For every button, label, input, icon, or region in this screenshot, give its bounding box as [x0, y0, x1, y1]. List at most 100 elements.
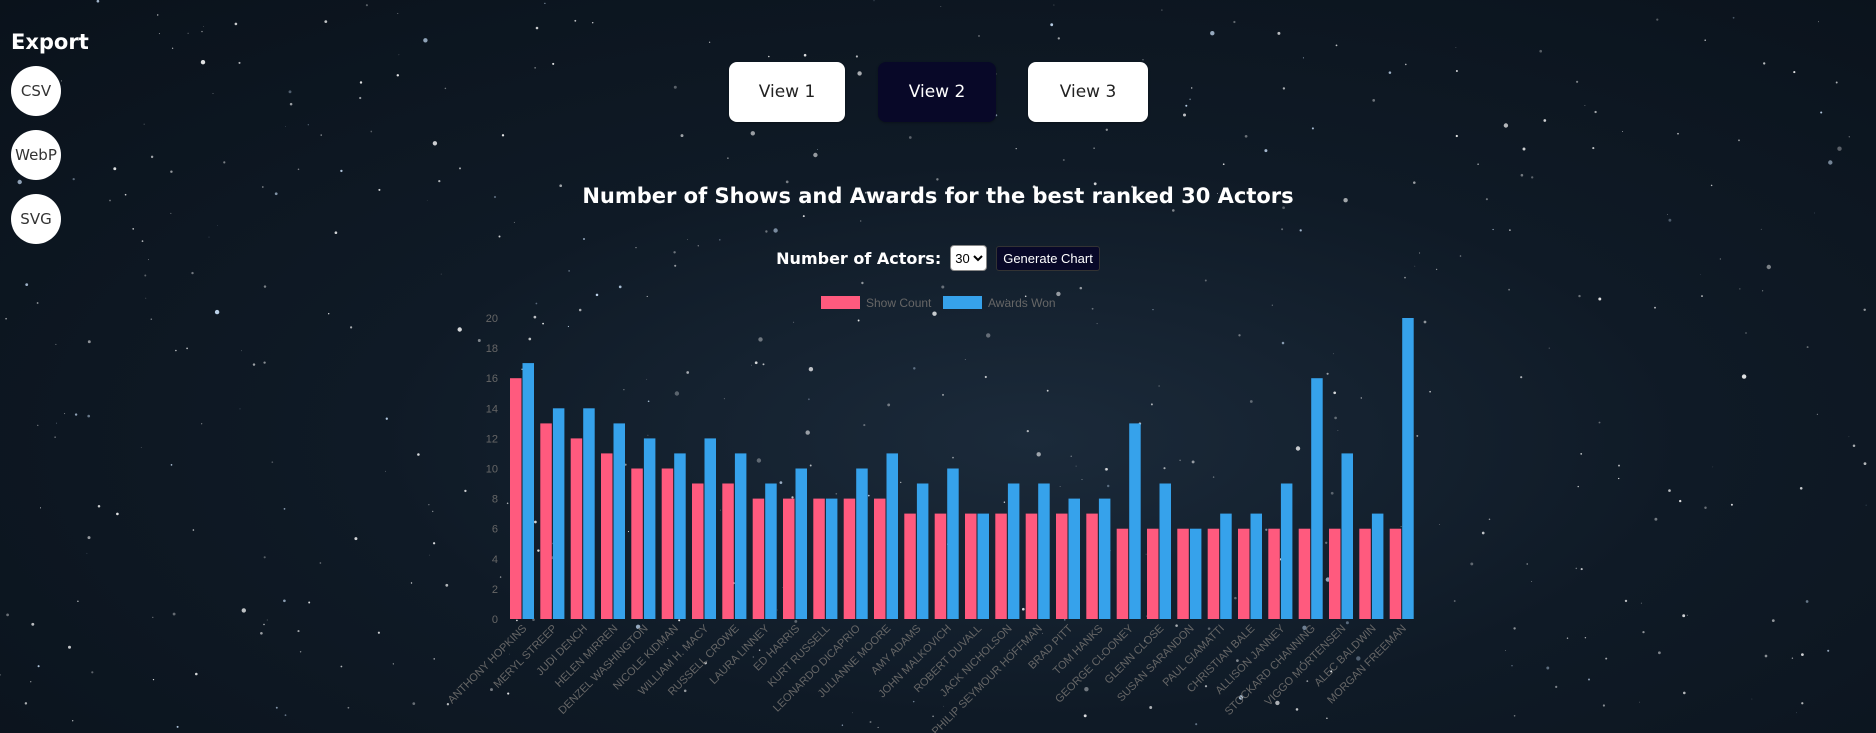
star: [1022, 607, 1025, 611]
bar-awards-won[interactable]: [1250, 513, 1263, 619]
star: [307, 124, 309, 126]
star: [1093, 147, 1095, 149]
bar-show-count[interactable]: [1238, 528, 1250, 619]
actor-count-select[interactable]: 30: [950, 245, 988, 271]
bar-show-count[interactable]: [1298, 528, 1311, 619]
star: [25, 283, 29, 286]
bar-show-count[interactable]: [813, 498, 825, 619]
bar-show-count[interactable]: [1359, 528, 1371, 619]
export-webp-button[interactable]: WebP: [11, 130, 61, 180]
bar-show-count[interactable]: [1056, 513, 1068, 619]
bar-awards-won[interactable]: [613, 423, 626, 619]
bar-show-count[interactable]: [1116, 528, 1129, 619]
bar-awards-won[interactable]: [916, 483, 929, 620]
bar-awards-won[interactable]: [552, 408, 565, 619]
bar-awards-won[interactable]: [1098, 498, 1111, 619]
star: [1175, 624, 1178, 627]
bar-awards-won[interactable]: [1007, 483, 1020, 620]
legend-swatch-awards-won[interactable]: [943, 296, 982, 309]
star: [172, 612, 176, 616]
view-1-button[interactable]: View 1: [729, 62, 845, 122]
bar-show-count[interactable]: [1207, 528, 1220, 619]
bar-awards-won[interactable]: [856, 468, 868, 620]
star: [6, 613, 9, 617]
bar-show-count[interactable]: [540, 423, 552, 619]
bar-awards-won[interactable]: [947, 468, 959, 620]
bar-show-count[interactable]: [904, 513, 916, 619]
bar-awards-won[interactable]: [643, 438, 656, 619]
star: [283, 599, 286, 603]
bar-show-count[interactable]: [1147, 528, 1159, 619]
star: [805, 430, 810, 435]
bar-awards-won[interactable]: [1159, 483, 1172, 620]
bar-awards-won[interactable]: [1220, 513, 1232, 619]
star: [1763, 62, 1766, 65]
bar-show-count[interactable]: [783, 498, 795, 619]
legend-swatch-show-count[interactable]: [821, 296, 860, 309]
bar-show-count[interactable]: [874, 498, 886, 619]
bar-show-count[interactable]: [965, 513, 977, 619]
export-svg-button[interactable]: SVG: [11, 194, 61, 244]
bar-awards-won[interactable]: [765, 483, 777, 620]
legend-label-show-count[interactable]: Show Count: [866, 296, 932, 310]
bar-awards-won[interactable]: [734, 453, 747, 619]
star: [299, 651, 302, 653]
view-2-button[interactable]: View 2: [878, 62, 996, 122]
star: [234, 22, 238, 26]
legend-label-awards-won[interactable]: Awards Won: [988, 296, 1056, 310]
bar-show-count[interactable]: [1389, 528, 1402, 619]
bar-show-count[interactable]: [692, 483, 704, 620]
generate-chart-button[interactable]: Generate Chart: [996, 245, 1100, 271]
bar-awards-won[interactable]: [1189, 528, 1202, 619]
bar-show-count[interactable]: [661, 468, 674, 620]
bar-show-count[interactable]: [601, 453, 613, 619]
bar-awards-won[interactable]: [1280, 483, 1293, 620]
bar-awards-won[interactable]: [704, 438, 717, 619]
bar-show-count[interactable]: [752, 498, 765, 619]
bar-awards-won[interactable]: [886, 453, 899, 619]
view-3-button[interactable]: View 3: [1028, 62, 1148, 122]
bar-awards-won[interactable]: [522, 363, 535, 619]
bar-awards-won[interactable]: [674, 453, 686, 619]
export-csv-button[interactable]: CSV: [11, 66, 61, 116]
bar-show-count[interactable]: [1025, 513, 1038, 619]
bar-show-count[interactable]: [1177, 528, 1189, 619]
bar-awards-won[interactable]: [825, 498, 838, 619]
bar-show-count[interactable]: [1268, 528, 1280, 619]
bar-awards-won[interactable]: [1068, 498, 1081, 619]
star: [1302, 625, 1307, 630]
bar-show-count[interactable]: [1086, 513, 1098, 619]
bar-awards-won[interactable]: [977, 513, 990, 619]
bar-show-count[interactable]: [843, 498, 856, 619]
bar-show-count[interactable]: [510, 378, 522, 619]
star: [683, 689, 687, 693]
star: [686, 371, 690, 374]
star: [1091, 307, 1094, 310]
star: [1096, 323, 1098, 325]
bar-awards-won[interactable]: [1402, 318, 1414, 619]
bar-show-count[interactable]: [995, 513, 1007, 619]
bar-awards-won[interactable]: [1129, 423, 1141, 619]
bar-show-count[interactable]: [570, 438, 583, 619]
bar-awards-won[interactable]: [1371, 513, 1384, 619]
star: [1488, 518, 1491, 521]
bar-awards-won[interactable]: [583, 408, 595, 619]
star: [1584, 637, 1587, 639]
bar-awards-won[interactable]: [795, 468, 808, 620]
star: [887, 403, 891, 407]
star: [429, 554, 431, 556]
star: [1168, 186, 1170, 188]
star: [1388, 71, 1392, 74]
bar-show-count[interactable]: [631, 468, 643, 620]
bar-awards-won[interactable]: [1341, 453, 1354, 619]
bar-show-count[interactable]: [934, 513, 947, 619]
star: [195, 672, 198, 676]
star: [559, 184, 563, 188]
bar-show-count[interactable]: [1329, 528, 1341, 619]
bar-awards-won[interactable]: [1038, 483, 1050, 620]
star: [506, 502, 509, 505]
star: [263, 361, 266, 364]
bar-show-count[interactable]: [722, 483, 734, 620]
bar-awards-won[interactable]: [1311, 378, 1323, 619]
star: [214, 309, 220, 315]
